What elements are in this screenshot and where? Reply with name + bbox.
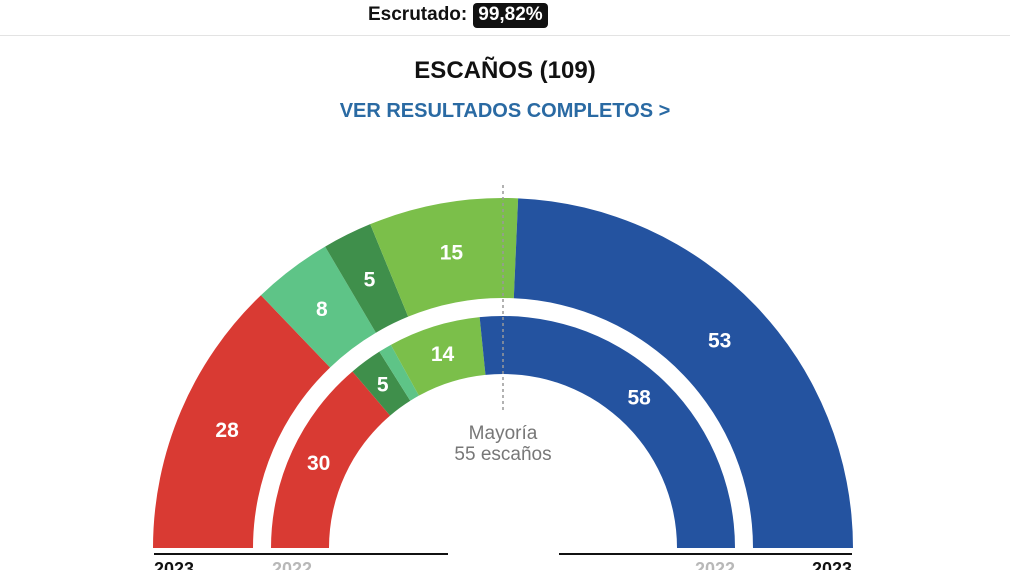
outer-segment-lime_green-3 <box>370 197 519 317</box>
inner-segment-label-1: 5 <box>377 373 389 396</box>
outer-segment-label-1: 8 <box>316 298 328 321</box>
full-results-link[interactable]: VER RESULTADOS COMPLETOS > <box>339 100 671 122</box>
majority-label-line2: 55 escaños <box>454 444 551 465</box>
outer-segment-label-4: 53 <box>708 330 731 353</box>
inner-left-baseline <box>272 553 448 555</box>
inner-segment-label-0: 30 <box>307 452 330 475</box>
inner-segment-red-0 <box>271 371 391 548</box>
scrutiny-bar: Escrutado: 99,82% <box>0 0 1010 36</box>
outer-year-right: 2023 <box>812 559 852 570</box>
inner-right-baseline <box>559 553 735 555</box>
outer-left-baseline <box>154 553 330 555</box>
scrutiny-label: Escrutado: <box>368 4 468 25</box>
inner-segment-label-3: 14 <box>431 343 455 366</box>
inner-segment-blue-4 <box>479 316 735 548</box>
outer-year-left: 2023 <box>154 559 194 570</box>
scrutiny-value-badge: 99,82% <box>473 2 548 28</box>
inner-segment-light_green-2 <box>379 344 419 401</box>
outer-segment-label-3: 15 <box>440 241 464 264</box>
seats-title: ESCAÑOS (109) <box>414 57 596 84</box>
inner-year-left: 2022 <box>272 559 312 570</box>
inner-segment-label-4: 58 <box>627 386 651 409</box>
inner-segment-dark_green-1 <box>352 351 411 416</box>
outer-segment-light_green-1 <box>260 246 376 368</box>
scrutiny-indicator: Escrutado: 99,82% <box>368 0 548 30</box>
outer-segment-red-0 <box>153 295 331 548</box>
outer-segment-blue-4 <box>513 198 853 549</box>
outer-right-baseline <box>676 553 852 555</box>
majority-label-line1: Mayoría <box>469 423 538 444</box>
outer-segment-label-2: 5 <box>364 268 376 291</box>
outer-segment-dark_green-2 <box>325 224 409 333</box>
inner-segment-lime_green-3 <box>390 317 486 396</box>
inner-year-right: 2022 <box>695 559 735 570</box>
outer-segment-label-0: 28 <box>215 419 239 442</box>
